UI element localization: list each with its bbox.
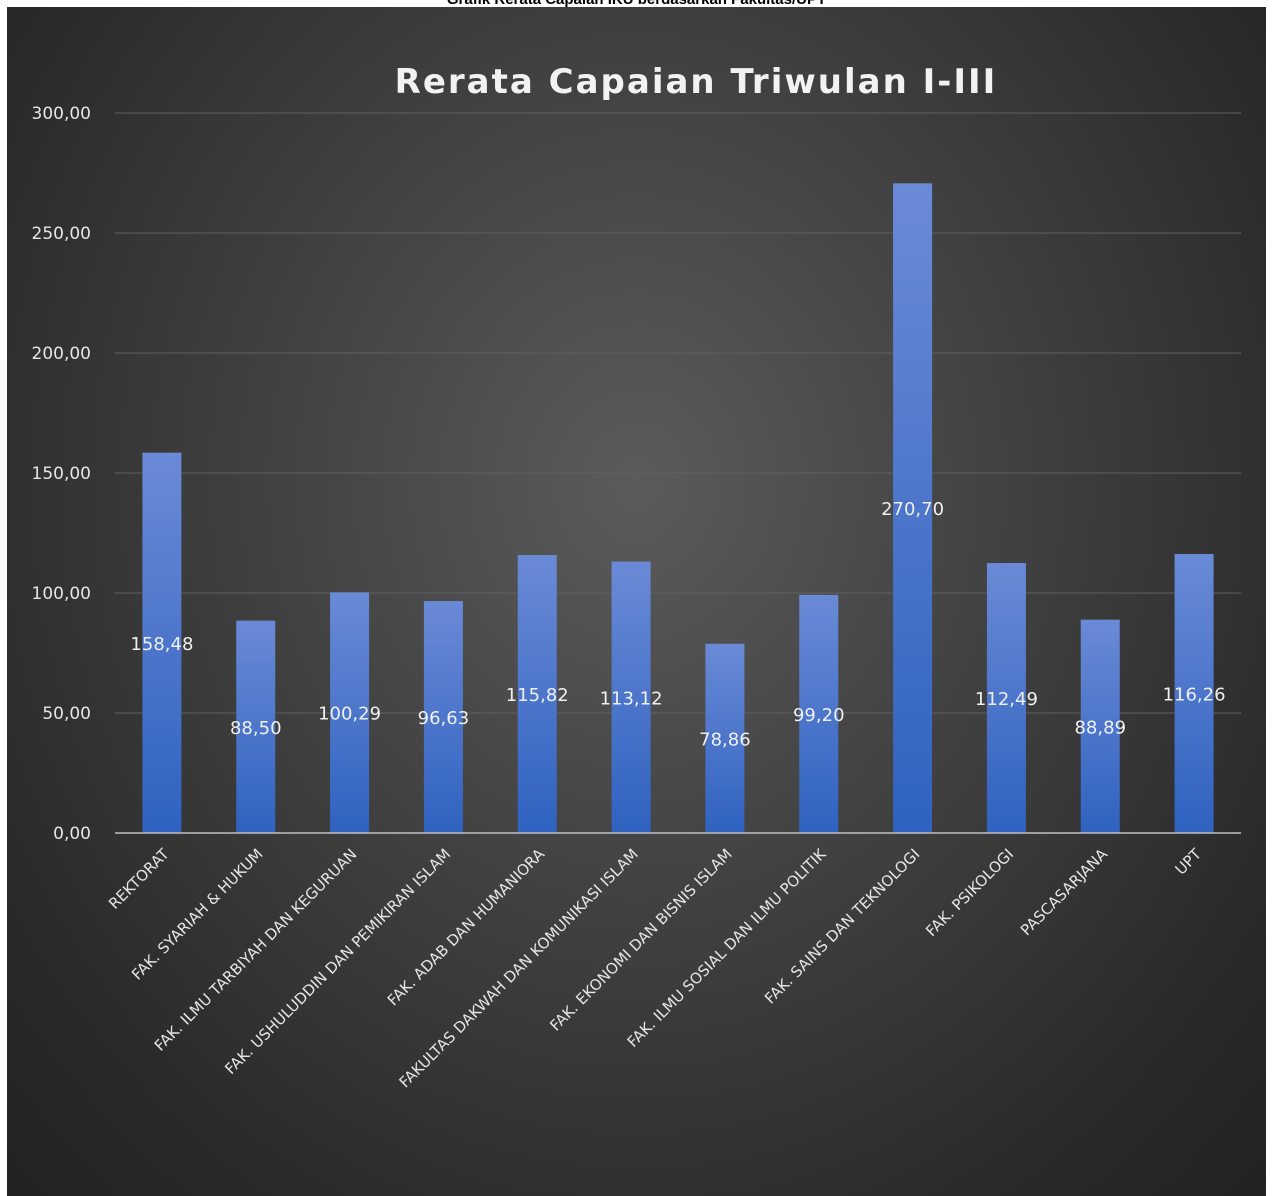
x-tick-label: FAK. ILMU TARBIYAH DAN KEGURUAN: [151, 845, 361, 1055]
data-label: 270,70: [881, 499, 944, 520]
data-label: 99,20: [793, 705, 845, 726]
data-label: 113,12: [600, 688, 663, 709]
bar: [611, 561, 651, 833]
bar: [236, 620, 276, 833]
bar: [799, 594, 839, 833]
bar: [1174, 553, 1214, 833]
chart-title: Rerata Capaian Triwulan I-III: [395, 62, 998, 102]
data-label: 158,48: [130, 634, 193, 655]
gridlines: [115, 112, 1241, 714]
y-tick-label: 0,00: [53, 824, 91, 844]
data-label: 96,63: [418, 708, 470, 729]
bar: [893, 183, 933, 833]
data-label: 88,50: [230, 718, 282, 739]
data-label: 78,86: [699, 729, 751, 750]
bar-chart: Rerata Capaian Triwulan I-III 0,00 50,00 1…: [32, 62, 1241, 1091]
x-tick-label: FAK. ADAB DAN HUMANIORA: [384, 845, 549, 1010]
bar: [517, 555, 557, 833]
bar: [330, 592, 370, 833]
x-tick-label: FAK. PSIKOLOGI: [922, 845, 1017, 940]
x-tick-label: UPT: [1172, 845, 1206, 879]
y-tick-label: 200,00: [32, 344, 91, 364]
bar: [705, 643, 745, 833]
data-labels: 158,48 88,50 100,29 96,63 115,82 113,12 78,86 9…: [130, 499, 1225, 750]
data-label: 100,29: [318, 704, 381, 725]
y-tick-label: 50,00: [42, 704, 91, 724]
data-label: 112,49: [975, 689, 1038, 710]
x-tick-label: FAK. EKONOMI DAN BISNIS ISLAM: [546, 845, 735, 1034]
x-tick-label: REKTORAT: [105, 845, 173, 913]
data-label: 88,89: [1074, 717, 1126, 738]
y-axis-ticks: 0,00 50,00 100,00 150,00 200,00 250,00 300,00: [32, 104, 91, 844]
x-tick-label: FAK. ILMU SOSIAL DAN ILMU POLITIK: [624, 844, 831, 1051]
page-caption: Grafik Rerata Capaian IKU berdasarkan Fa…: [0, 0, 1273, 8]
data-label: 115,82: [506, 685, 569, 706]
y-tick-label: 250,00: [32, 224, 91, 244]
x-tick-label: PASCASARJANA: [1017, 845, 1112, 940]
bar: [1080, 619, 1120, 833]
x-tick-label: FAK. SAINS DAN TEKNOLOGI: [761, 845, 923, 1007]
y-tick-label: 100,00: [32, 584, 91, 604]
bars: [142, 183, 1214, 833]
bar: [423, 601, 463, 833]
chart-area: Rerata Capaian Triwulan I-III 0,00 50,00 1…: [7, 7, 1266, 1196]
y-tick-label: 150,00: [32, 464, 91, 484]
bar: [142, 452, 182, 833]
data-label: 116,26: [1163, 684, 1226, 705]
y-tick-label: 300,00: [32, 104, 91, 124]
bar: [986, 563, 1026, 833]
